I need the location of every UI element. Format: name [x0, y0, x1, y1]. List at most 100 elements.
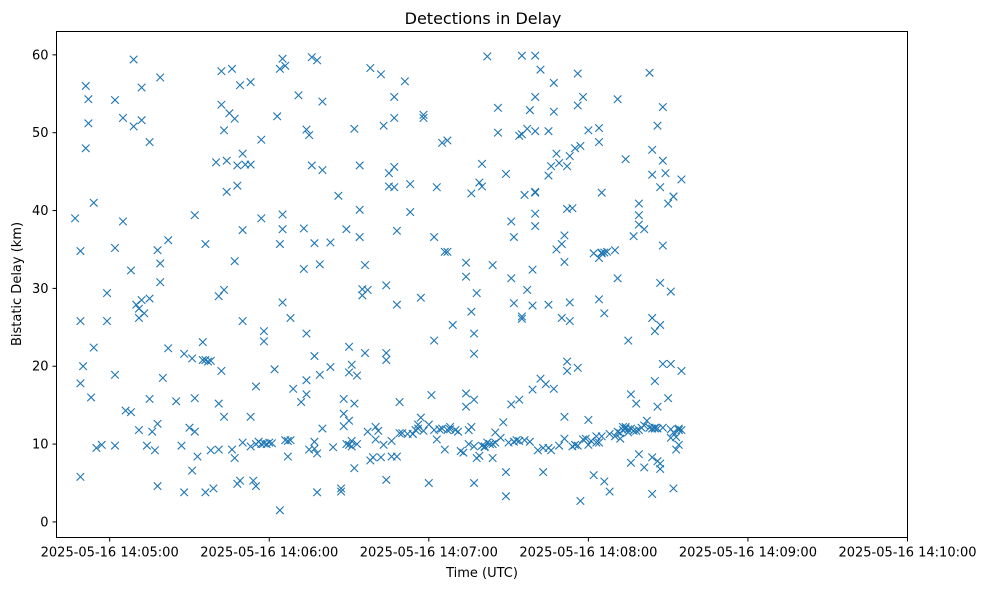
data-point — [429, 336, 439, 345]
data-point — [597, 432, 606, 441]
data-point — [366, 63, 375, 73]
data-point — [190, 393, 199, 403]
data-point — [584, 126, 593, 135]
data-point — [570, 440, 580, 450]
data-point — [477, 441, 487, 450]
data-point — [142, 441, 152, 450]
data-point — [554, 441, 564, 450]
data-point — [360, 348, 370, 358]
data-point — [406, 207, 415, 217]
data-point — [203, 357, 213, 366]
data-point — [251, 481, 261, 491]
data-point — [145, 294, 154, 303]
data-point — [483, 438, 492, 447]
data-point — [278, 298, 287, 307]
data-point — [315, 370, 324, 379]
x-tick-label: 2025-05-16 14:10:00 — [838, 546, 976, 561]
data-point — [653, 121, 662, 130]
data-point — [467, 189, 476, 198]
data-point — [459, 448, 468, 457]
data-point — [84, 95, 93, 104]
data-point — [344, 368, 354, 377]
data-point — [507, 274, 516, 283]
data-point — [469, 442, 479, 451]
data-point — [477, 159, 487, 169]
data-point — [560, 257, 569, 267]
data-point — [669, 484, 678, 493]
data-point — [76, 246, 85, 256]
data-point — [658, 423, 668, 432]
data-point — [626, 458, 636, 467]
data-point — [249, 476, 258, 485]
data-point — [219, 285, 229, 295]
data-point — [530, 187, 540, 197]
data-point — [642, 416, 652, 425]
data-point — [347, 360, 356, 369]
data-point — [573, 441, 582, 450]
data-point — [382, 475, 391, 485]
data-point — [525, 437, 535, 446]
data-point — [594, 123, 604, 133]
data-point — [179, 488, 189, 497]
data-point — [230, 453, 239, 463]
data-point — [663, 199, 673, 208]
x-tick-label: 2025-05-16 14:09:00 — [679, 546, 817, 561]
data-point — [453, 427, 463, 436]
data-point — [461, 258, 471, 267]
data-point — [600, 248, 609, 257]
data-point — [336, 487, 346, 496]
data-point — [201, 488, 210, 497]
data-point — [413, 424, 423, 433]
data-point — [520, 436, 529, 445]
data-point — [469, 329, 479, 338]
data-point — [171, 397, 181, 406]
data-point — [467, 422, 476, 432]
data-point — [270, 365, 279, 374]
data-point — [440, 445, 449, 454]
data-point — [573, 69, 582, 78]
data-point — [344, 440, 354, 450]
data-point — [576, 496, 585, 506]
data-point — [78, 362, 88, 371]
data-point — [565, 151, 574, 161]
data-point — [432, 435, 441, 444]
data-point — [419, 113, 428, 123]
data-point — [347, 436, 356, 446]
data-point — [509, 232, 519, 242]
data-point — [517, 51, 527, 60]
data-point — [110, 441, 120, 450]
data-point — [560, 434, 569, 443]
data-point — [193, 452, 202, 461]
data-point — [605, 487, 614, 496]
data-point — [640, 225, 649, 234]
data-point — [530, 188, 540, 197]
data-point — [655, 464, 665, 474]
y-tick-label: 10 — [32, 438, 49, 453]
data-point — [81, 144, 90, 153]
y-tick-label: 0 — [40, 515, 48, 530]
data-point — [419, 426, 428, 436]
data-point — [501, 492, 511, 501]
data-point — [501, 169, 511, 179]
data-point — [92, 443, 101, 453]
data-point — [342, 439, 351, 449]
data-point — [339, 394, 348, 404]
data-point — [634, 450, 644, 459]
data-point — [594, 438, 604, 447]
y-tick-label: 60 — [32, 48, 49, 63]
data-point — [461, 389, 471, 398]
data-point — [238, 225, 247, 235]
data-point — [209, 484, 218, 493]
data-point — [235, 81, 245, 90]
data-point — [480, 442, 489, 451]
data-point — [658, 102, 668, 112]
data-point — [156, 73, 165, 82]
data-point — [312, 56, 322, 65]
data-point — [145, 394, 154, 404]
data-point — [530, 51, 540, 60]
data-point — [437, 138, 447, 148]
data-point — [190, 427, 199, 436]
data-point — [302, 329, 311, 338]
